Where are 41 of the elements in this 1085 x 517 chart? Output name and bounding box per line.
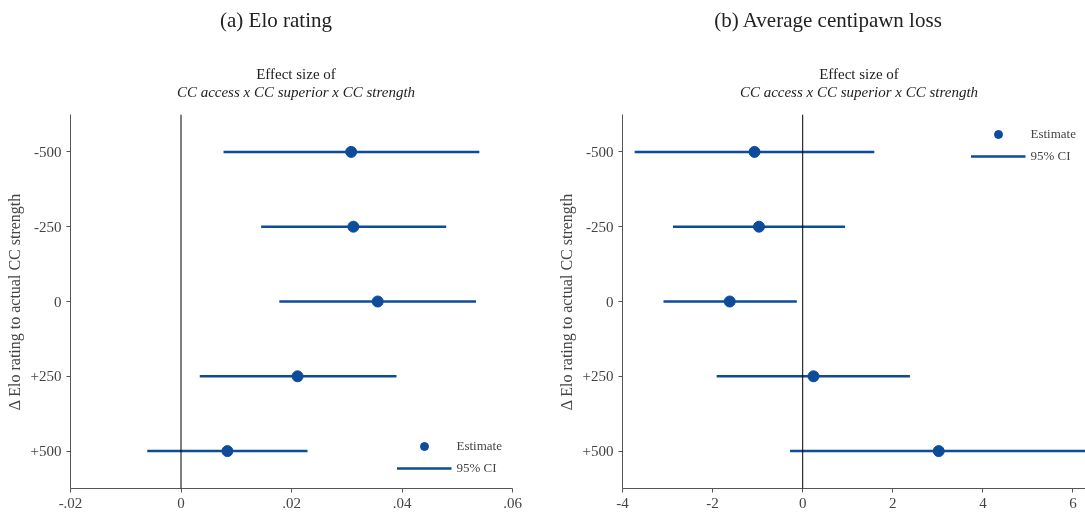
annotation: 95% CI [1030,148,1071,164]
x-tick-label: 6 [1069,494,1078,511]
y-tick-label: +500 [30,443,62,460]
y-tick-label: -500 [34,143,62,160]
x-tick-label: 4 [979,494,988,511]
x-tick-label: -4 [616,494,630,511]
y-tick-label: 0 [54,293,62,310]
y-axis-title: Δ Elo rating to actual CC strength [557,193,576,411]
point [371,295,384,308]
y-tick-label: -250 [586,218,614,235]
point [807,370,820,383]
x-tick-label: 0 [177,494,185,511]
chart-title: (b) Average centipawn loss [713,7,943,34]
y-tick-label: -250 [34,218,62,235]
chart-title: (a) Elo rating [219,7,333,34]
point [345,145,358,158]
y-tick-label: +500 [582,443,614,460]
point [347,220,360,233]
x-tick-label: .04 [392,494,412,511]
x-tick-label: -.02 [58,494,83,511]
x-tick-label: -2 [706,494,719,511]
chart-subtitle: Effect size of CC access x CC superior x CC strength [175,65,417,101]
annotation: 95% CI [456,460,497,476]
x-tick-label: 0 [798,494,807,511]
x-tick-label: .02 [282,494,301,511]
point [291,370,304,383]
y-tick-label: +250 [582,368,614,385]
y-axis-title: Δ Elo rating to actual CC strength [5,193,24,411]
point [748,145,761,158]
point [932,445,945,458]
x-tick-label: 2 [889,494,897,511]
y-tick-label: -500 [586,143,614,160]
point [221,445,234,458]
y-tick-label: +250 [30,368,62,385]
point [723,295,736,308]
point [753,220,765,233]
legend-label: Estimate [1030,126,1076,142]
y-tick-label: 0 [606,293,614,310]
x-tick-label: .06 [503,494,523,511]
chart-subtitle: Effect size of CC access x CC superior x CC strength [738,65,980,101]
legend-label: Estimate [456,438,502,454]
